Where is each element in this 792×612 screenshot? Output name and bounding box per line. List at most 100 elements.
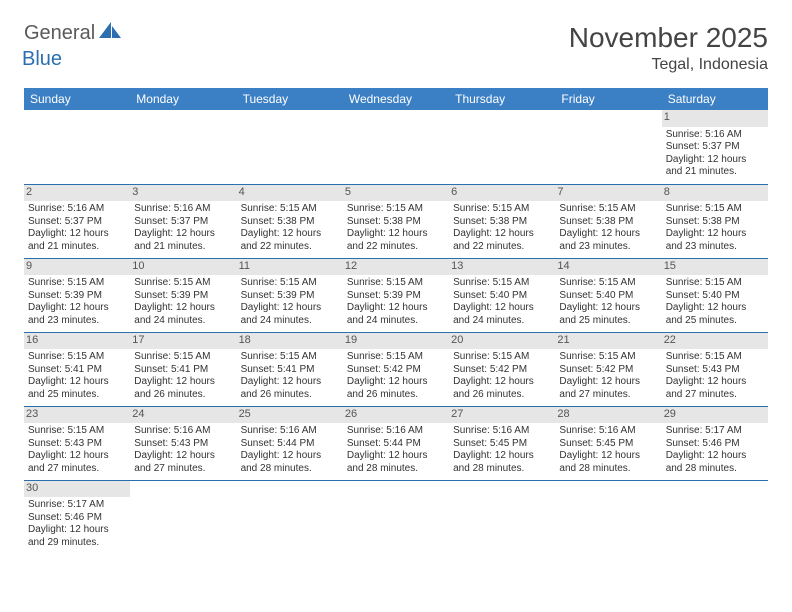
- calendar-cell: 20Sunrise: 5:15 AMSunset: 5:42 PMDayligh…: [449, 332, 555, 406]
- calendar-cell: 1Sunrise: 5:16 AMSunset: 5:37 PMDaylight…: [662, 110, 768, 184]
- calendar-cell: 27Sunrise: 5:16 AMSunset: 5:45 PMDayligh…: [449, 406, 555, 480]
- cell-line-daylight2: and 21 minutes.: [134, 241, 232, 254]
- calendar-cell: 16Sunrise: 5:15 AMSunset: 5:41 PMDayligh…: [24, 332, 130, 406]
- cell-line-sunset: Sunset: 5:37 PM: [28, 216, 126, 229]
- cell-line-daylight1: Daylight: 12 hours: [453, 376, 551, 389]
- cell-line-sunset: Sunset: 5:40 PM: [666, 290, 764, 303]
- cell-line-sunset: Sunset: 5:45 PM: [559, 438, 657, 451]
- calendar-cell: 23Sunrise: 5:15 AMSunset: 5:43 PMDayligh…: [24, 406, 130, 480]
- cell-line-daylight2: and 24 minutes.: [241, 315, 339, 328]
- cell-line-sunrise: Sunrise: 5:15 AM: [453, 277, 551, 290]
- cell-line-daylight2: and 27 minutes.: [666, 389, 764, 402]
- day-number: 27: [449, 407, 555, 424]
- calendar-cell: [449, 480, 555, 554]
- cell-line-sunrise: Sunrise: 5:15 AM: [134, 277, 232, 290]
- calendar-row: 30Sunrise: 5:17 AMSunset: 5:46 PMDayligh…: [24, 480, 768, 554]
- day-number: 16: [24, 333, 130, 350]
- cell-line-sunrise: Sunrise: 5:16 AM: [666, 129, 764, 142]
- cell-line-daylight2: and 26 minutes.: [241, 389, 339, 402]
- cell-line-daylight1: Daylight: 12 hours: [28, 302, 126, 315]
- cell-line-sunset: Sunset: 5:38 PM: [559, 216, 657, 229]
- cell-line-daylight1: Daylight: 12 hours: [241, 376, 339, 389]
- cell-line-sunset: Sunset: 5:44 PM: [347, 438, 445, 451]
- cell-line-sunset: Sunset: 5:39 PM: [134, 290, 232, 303]
- day-number: 10: [130, 259, 236, 276]
- cell-line-daylight1: Daylight: 12 hours: [666, 154, 764, 167]
- cell-line-sunrise: Sunrise: 5:15 AM: [28, 425, 126, 438]
- logo: General: [24, 22, 123, 45]
- cell-line-daylight2: and 23 minutes.: [666, 241, 764, 254]
- cell-line-sunrise: Sunrise: 5:15 AM: [559, 351, 657, 364]
- cell-line-daylight1: Daylight: 12 hours: [241, 228, 339, 241]
- cell-line-sunrise: Sunrise: 5:15 AM: [28, 351, 126, 364]
- cell-line-daylight2: and 27 minutes.: [559, 389, 657, 402]
- calendar-cell: 5Sunrise: 5:15 AMSunset: 5:38 PMDaylight…: [343, 184, 449, 258]
- day-number: 28: [555, 407, 661, 424]
- cell-line-daylight1: Daylight: 12 hours: [559, 302, 657, 315]
- cell-line-daylight1: Daylight: 12 hours: [347, 450, 445, 463]
- cell-line-daylight1: Daylight: 12 hours: [666, 450, 764, 463]
- cell-line-daylight2: and 28 minutes.: [666, 463, 764, 476]
- cell-line-sunset: Sunset: 5:43 PM: [666, 364, 764, 377]
- day-number: 7: [555, 185, 661, 202]
- calendar-cell: 9Sunrise: 5:15 AMSunset: 5:39 PMDaylight…: [24, 258, 130, 332]
- calendar-cell: 14Sunrise: 5:15 AMSunset: 5:40 PMDayligh…: [555, 258, 661, 332]
- calendar-cell: [555, 110, 661, 184]
- calendar-cell: 26Sunrise: 5:16 AMSunset: 5:44 PMDayligh…: [343, 406, 449, 480]
- cell-line-sunrise: Sunrise: 5:15 AM: [453, 351, 551, 364]
- location: Tegal, Indonesia: [569, 56, 768, 74]
- cell-line-sunrise: Sunrise: 5:16 AM: [241, 425, 339, 438]
- cell-line-sunset: Sunset: 5:38 PM: [666, 216, 764, 229]
- cell-line-daylight1: Daylight: 12 hours: [453, 450, 551, 463]
- cell-line-sunset: Sunset: 5:39 PM: [241, 290, 339, 303]
- day-number: 5: [343, 185, 449, 202]
- cell-line-daylight1: Daylight: 12 hours: [241, 302, 339, 315]
- cell-line-sunrise: Sunrise: 5:15 AM: [453, 203, 551, 216]
- cell-line-daylight2: and 21 minutes.: [666, 166, 764, 179]
- day-number: 24: [130, 407, 236, 424]
- cell-line-daylight2: and 21 minutes.: [28, 241, 126, 254]
- cell-line-daylight2: and 24 minutes.: [134, 315, 232, 328]
- logo-text-general: General: [24, 22, 95, 45]
- cell-line-sunrise: Sunrise: 5:16 AM: [28, 203, 126, 216]
- cell-line-daylight2: and 25 minutes.: [28, 389, 126, 402]
- cell-line-daylight2: and 25 minutes.: [559, 315, 657, 328]
- calendar-cell: 22Sunrise: 5:15 AMSunset: 5:43 PMDayligh…: [662, 332, 768, 406]
- calendar-cell: [130, 480, 236, 554]
- cell-line-sunset: Sunset: 5:46 PM: [666, 438, 764, 451]
- cell-line-daylight2: and 23 minutes.: [28, 315, 126, 328]
- day-number: 4: [237, 185, 343, 202]
- cell-line-sunset: Sunset: 5:43 PM: [28, 438, 126, 451]
- cell-line-sunset: Sunset: 5:46 PM: [28, 512, 126, 525]
- cell-line-sunset: Sunset: 5:41 PM: [134, 364, 232, 377]
- day-number: 6: [449, 185, 555, 202]
- cell-line-daylight2: and 24 minutes.: [347, 315, 445, 328]
- cell-line-daylight1: Daylight: 12 hours: [666, 228, 764, 241]
- day-number: 25: [237, 407, 343, 424]
- calendar-cell: 25Sunrise: 5:16 AMSunset: 5:44 PMDayligh…: [237, 406, 343, 480]
- calendar-cell: 30Sunrise: 5:17 AMSunset: 5:46 PMDayligh…: [24, 480, 130, 554]
- weekday-header-row: Sunday Monday Tuesday Wednesday Thursday…: [24, 88, 768, 110]
- day-number: 29: [662, 407, 768, 424]
- weekday-header: Friday: [555, 88, 661, 110]
- cell-line-daylight2: and 26 minutes.: [453, 389, 551, 402]
- cell-line-sunset: Sunset: 5:45 PM: [453, 438, 551, 451]
- cell-line-daylight2: and 28 minutes.: [559, 463, 657, 476]
- calendar-row: 2Sunrise: 5:16 AMSunset: 5:37 PMDaylight…: [24, 184, 768, 258]
- cell-line-daylight1: Daylight: 12 hours: [28, 228, 126, 241]
- calendar-body: 1Sunrise: 5:16 AMSunset: 5:37 PMDaylight…: [24, 110, 768, 554]
- cell-line-sunrise: Sunrise: 5:16 AM: [559, 425, 657, 438]
- cell-line-sunset: Sunset: 5:44 PM: [241, 438, 339, 451]
- calendar-cell: [237, 480, 343, 554]
- cell-line-sunset: Sunset: 5:39 PM: [28, 290, 126, 303]
- cell-line-daylight1: Daylight: 12 hours: [241, 450, 339, 463]
- calendar-cell: 10Sunrise: 5:15 AMSunset: 5:39 PMDayligh…: [130, 258, 236, 332]
- calendar-cell: 2Sunrise: 5:16 AMSunset: 5:37 PMDaylight…: [24, 184, 130, 258]
- cell-line-daylight1: Daylight: 12 hours: [453, 228, 551, 241]
- cell-line-sunrise: Sunrise: 5:16 AM: [134, 425, 232, 438]
- page: General November 2025 Tegal, Indonesia B…: [0, 0, 792, 554]
- calendar-cell: 6Sunrise: 5:15 AMSunset: 5:38 PMDaylight…: [449, 184, 555, 258]
- calendar-cell: [343, 480, 449, 554]
- weekday-header: Thursday: [449, 88, 555, 110]
- cell-line-sunset: Sunset: 5:40 PM: [559, 290, 657, 303]
